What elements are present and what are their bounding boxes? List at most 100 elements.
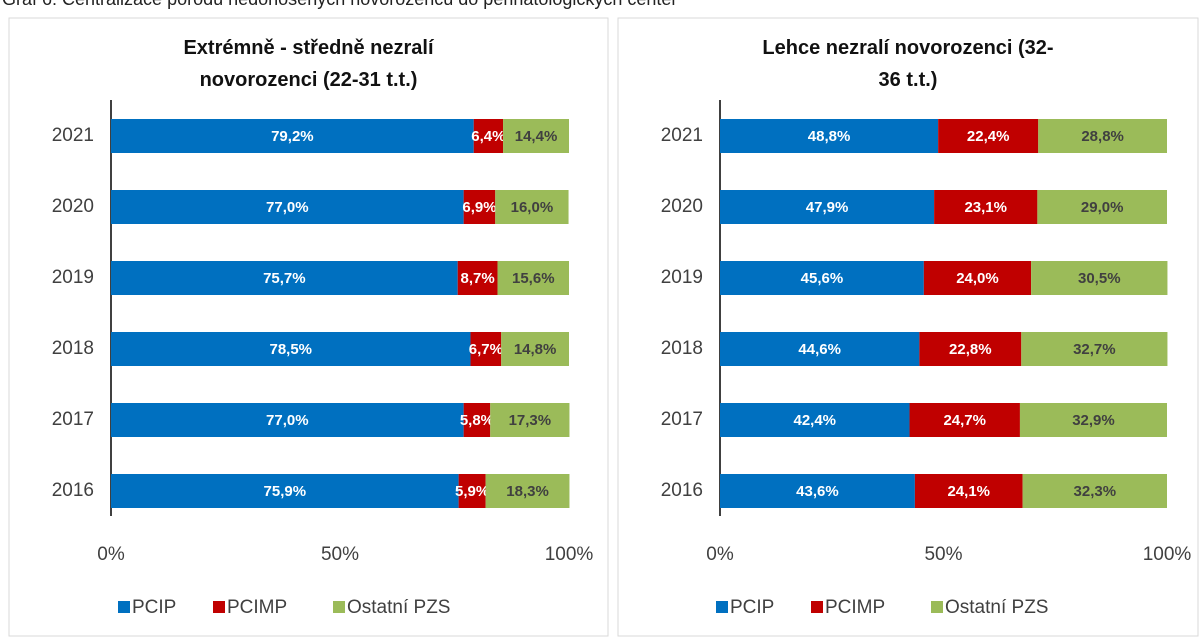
y-tick-label: 2016 <box>52 480 94 501</box>
legend-swatch <box>118 601 130 613</box>
bar-segment <box>720 119 939 153</box>
bar-segment <box>1031 261 1168 295</box>
bar-segment <box>111 190 464 224</box>
bar-segment <box>720 474 915 508</box>
x-tick-label: 0% <box>97 544 125 565</box>
bar-segment <box>914 474 1023 508</box>
bar-segment <box>720 403 910 437</box>
bar-segment <box>720 261 924 295</box>
data-label: 6,4% <box>471 128 505 145</box>
data-label: 77,0% <box>266 199 309 216</box>
y-tick-label: 2020 <box>52 196 94 217</box>
data-label: 48,8% <box>808 128 851 145</box>
data-label: 23,1% <box>964 199 1007 216</box>
bar-segment <box>720 332 920 366</box>
bar-segment <box>458 474 486 508</box>
bar-segment <box>1019 403 1167 437</box>
chart-title: Extrémně - středně nezralí novorozenci (… <box>183 37 434 91</box>
data-label: 47,9% <box>806 199 849 216</box>
bar-segment <box>938 119 1039 153</box>
bar-segment <box>485 474 570 508</box>
legend-label: Ostatní PZS <box>347 597 450 618</box>
data-label: 15,6% <box>512 270 555 287</box>
x-tick-label: 0% <box>706 544 734 565</box>
y-tick-label: 2019 <box>661 267 703 288</box>
data-label: 17,3% <box>509 412 552 429</box>
data-label: 6,7% <box>469 341 503 358</box>
data-label: 5,9% <box>455 483 489 500</box>
data-label: 8,7% <box>461 270 495 287</box>
data-label: 43,6% <box>796 483 839 500</box>
bar-segment <box>495 190 569 224</box>
y-tick-label: 2021 <box>52 125 94 146</box>
bar-segment <box>909 403 1020 437</box>
data-label: 79,2% <box>271 128 314 145</box>
bar-segment <box>457 261 498 295</box>
data-label: 32,3% <box>1074 483 1117 500</box>
x-tick-label: 100% <box>1143 544 1192 565</box>
data-label: 24,1% <box>947 483 990 500</box>
panel-border <box>617 17 1199 637</box>
data-label: 5,8% <box>460 412 494 429</box>
caption: Graf 6: Centralizace porodů nedonošených… <box>2 0 677 10</box>
legend-label: PCIMP <box>227 597 287 618</box>
data-label: 6,9% <box>462 199 496 216</box>
bar-segment <box>501 332 569 366</box>
y-tick-label: 2018 <box>52 338 94 359</box>
bar-segment <box>923 261 1032 295</box>
y-tick-label: 2019 <box>52 267 94 288</box>
bar-segment <box>1021 332 1168 366</box>
y-tick-label: 2020 <box>661 196 703 217</box>
bar-segment <box>111 119 474 153</box>
legend-swatch <box>811 601 823 613</box>
y-tick-label: 2017 <box>661 409 703 430</box>
bar-segment <box>463 190 496 224</box>
data-label: 77,0% <box>266 412 309 429</box>
bar-segment <box>1038 119 1167 153</box>
bar-segment <box>111 332 471 366</box>
x-tick-label: 50% <box>924 544 962 565</box>
data-label: 24,7% <box>943 412 986 429</box>
panel-border <box>8 17 609 637</box>
legend-label: PCIP <box>730 597 774 618</box>
bar-segment <box>503 119 569 153</box>
bar-segment <box>934 190 1038 224</box>
bar-segment <box>1022 474 1167 508</box>
legend-label: Ostatní PZS <box>945 597 1048 618</box>
data-label: 75,7% <box>263 270 306 287</box>
legend-swatch <box>213 601 225 613</box>
bar-segment <box>463 403 491 437</box>
x-tick-label: 100% <box>545 544 594 565</box>
y-tick-label: 2016 <box>661 480 703 501</box>
data-label: 16,0% <box>511 199 554 216</box>
bar-segment <box>470 332 502 366</box>
bar-segment <box>490 403 570 437</box>
bar-segment <box>473 119 504 153</box>
data-label: 30,5% <box>1078 270 1121 287</box>
bar-segment <box>111 403 464 437</box>
legend-label: PCIP <box>132 597 176 618</box>
bar-segment <box>720 190 935 224</box>
data-label: 32,9% <box>1072 412 1115 429</box>
legend-swatch <box>931 601 943 613</box>
y-tick-label: 2017 <box>52 409 94 430</box>
bar-segment <box>497 261 569 295</box>
data-label: 22,4% <box>967 128 1010 145</box>
y-tick-label: 2018 <box>661 338 703 359</box>
data-label: 18,3% <box>506 483 549 500</box>
data-label: 45,6% <box>801 270 844 287</box>
y-tick-label: 2021 <box>661 125 703 146</box>
x-tick-label: 50% <box>321 544 359 565</box>
data-label: 24,0% <box>956 270 999 287</box>
bar-segment <box>919 332 1022 366</box>
data-label: 78,5% <box>269 341 312 358</box>
bar-segment <box>1037 190 1167 224</box>
data-label: 14,8% <box>514 341 557 358</box>
data-label: 22,8% <box>949 341 992 358</box>
legend-label: PCIMP <box>825 597 885 618</box>
data-label: 14,4% <box>515 128 558 145</box>
data-label: 75,9% <box>264 483 307 500</box>
legend-swatch <box>333 601 345 613</box>
